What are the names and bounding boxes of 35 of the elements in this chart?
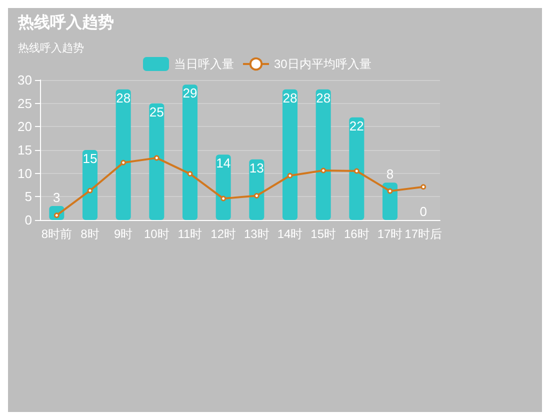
x-tick-label: 17时 — [377, 227, 403, 241]
chart-title: 热线呼入趋势 — [17, 14, 114, 32]
y-tick-label: 10 — [18, 166, 32, 181]
y-tick-label: 0 — [24, 212, 32, 228]
legend-label: 当日呼入量 — [174, 57, 234, 71]
data-label: 13 — [249, 160, 264, 176]
chart-subtitle: 热线呼入趋势 — [18, 42, 84, 54]
legend-label: 30日内平均呼入量 — [274, 57, 372, 71]
x-tick-label: 15时 — [310, 227, 336, 241]
x-tick-label: 9时 — [114, 227, 133, 241]
y-tick-label: 25 — [18, 96, 32, 111]
x-tick-label: 13时 — [244, 227, 270, 241]
x-tick-label: 8时前 — [41, 227, 72, 241]
data-label: 28 — [282, 90, 298, 106]
data-label: 8 — [386, 166, 394, 182]
data-label: 14 — [216, 156, 231, 171]
data-label: 3 — [53, 190, 60, 205]
x-tick-label: 8时 — [80, 227, 100, 241]
data-label: 25 — [149, 104, 164, 120]
x-tick-label: 16时 — [344, 227, 370, 241]
y-tick-label: 15 — [18, 142, 32, 158]
data-label: 22 — [349, 118, 364, 134]
y-tick-label: 5 — [24, 189, 32, 204]
data-label: 0 — [420, 204, 427, 219]
y-tick-label: 20 — [18, 119, 32, 134]
y-tick-label: 30 — [18, 72, 32, 88]
data-label: 29 — [182, 86, 198, 101]
data-label: 15 — [82, 151, 98, 166]
x-tick-label: 17时后 — [404, 227, 442, 241]
data-label: 28 — [316, 90, 331, 106]
data-label: 28 — [116, 90, 131, 106]
x-tick-label: 12时 — [210, 227, 236, 241]
x-tick-label: 10时 — [144, 227, 170, 241]
x-tick-label: 14时 — [277, 227, 303, 241]
x-tick-label: 11时 — [178, 227, 202, 241]
